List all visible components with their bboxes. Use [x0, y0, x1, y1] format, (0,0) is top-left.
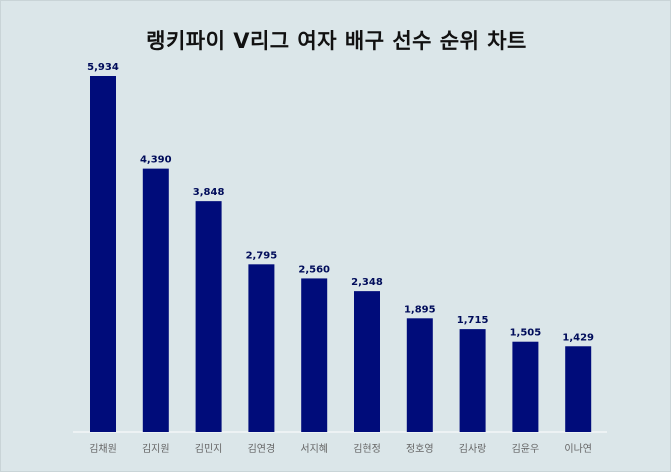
- x-tick-label-1: 김지원: [142, 443, 170, 455]
- x-tick-label-9: 이나연: [564, 443, 592, 455]
- bar-2: [195, 201, 222, 432]
- bar-9: [565, 346, 592, 432]
- x-tick-label-4: 서지혜: [300, 443, 328, 455]
- data-label-8: 1,505: [510, 328, 542, 339]
- bar-6: [406, 318, 433, 432]
- bar-4: [301, 278, 328, 432]
- x-tick-label-0: 김채원: [89, 443, 117, 455]
- x-tick-label-3: 김연경: [248, 442, 276, 455]
- bar-1: [142, 168, 169, 433]
- data-label-2: 3,848: [193, 187, 225, 198]
- x-tick-label-5: 김현정: [353, 443, 381, 455]
- data-label-1: 4,390: [140, 155, 172, 166]
- data-label-7: 1,715: [457, 315, 489, 326]
- bar-5: [354, 291, 380, 432]
- data-label-5: 2,348: [351, 277, 383, 288]
- bar-7: [459, 329, 486, 432]
- x-tick-label-7: 김사랑: [459, 443, 487, 455]
- x-tick-label-2: 김민지: [195, 443, 223, 455]
- data-label-6: 1,895: [404, 304, 436, 315]
- data-label-3: 2,795: [246, 250, 278, 261]
- bar-0: [90, 76, 116, 432]
- data-label-9: 1,429: [562, 332, 594, 343]
- data-label-0: 5,934: [87, 62, 119, 73]
- data-label-4: 2,560: [298, 264, 330, 275]
- bar-8: [512, 341, 539, 432]
- x-tick-label-8: 김윤우: [512, 443, 540, 455]
- bar-3: [248, 264, 275, 432]
- x-tick-label-6: 정호영: [406, 443, 434, 455]
- chart-title: 랭키파이 V리그 여자 배구 선수 순위 차트: [146, 29, 527, 53]
